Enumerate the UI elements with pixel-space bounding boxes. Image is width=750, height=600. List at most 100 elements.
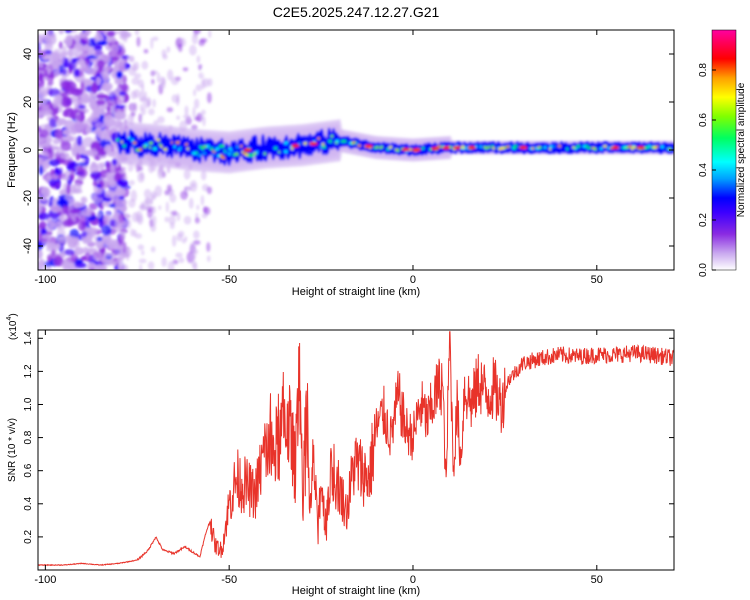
heatmap-cell: [196, 112, 203, 123]
heatmap-cell: [412, 147, 421, 152]
heatmap-cell: [50, 204, 62, 213]
heatmap-cell: [38, 98, 48, 105]
heatmap-cell: [192, 106, 196, 118]
heatmap-cell: [151, 70, 159, 75]
heatmap-cell: [110, 164, 116, 174]
heatmap-cell: [166, 184, 172, 192]
heatmap-cell: [120, 30, 128, 41]
heatmap-cell: [126, 210, 133, 215]
heatmap-cell: [99, 248, 106, 254]
heatmap-cell: [152, 98, 156, 108]
x-tick-label: 50: [591, 574, 603, 586]
heatmap-cell: [38, 249, 43, 260]
heatmap-cell: [74, 247, 85, 255]
heatmap-cell: [100, 85, 112, 91]
heatmap-cell: [102, 201, 110, 207]
heatmap-cell: [132, 61, 140, 71]
heatmap-cell: [55, 121, 62, 128]
heatmap-cell: [141, 107, 146, 116]
y-tick-label: 1.0: [23, 397, 34, 411]
heatmap-cell: [167, 261, 175, 270]
heatmap-cell: [81, 150, 94, 156]
heatmap-cell: [96, 99, 106, 106]
heatmap-cell: [41, 196, 47, 202]
heatmap-cell: [123, 103, 128, 112]
heatmap-cell: [166, 46, 171, 53]
heatmap-cell: [168, 215, 176, 225]
heatmap-cell: [72, 202, 85, 208]
heatmap-cell: [182, 114, 191, 119]
heatmap-cell: [115, 63, 126, 72]
heatmap-cell: [125, 253, 130, 261]
heatmap-cell: [114, 265, 119, 270]
heatmap-cell: [111, 70, 117, 79]
heatmap-cell: [61, 96, 73, 107]
heatmap-cell: [49, 70, 55, 81]
heatmap-cell: [132, 102, 138, 113]
heatmap-cell: [182, 67, 189, 72]
heatmap-cell: [611, 145, 620, 150]
heatmap-cell: [193, 230, 200, 240]
heatmap-cell: [38, 165, 44, 176]
y-tick-label: -40: [22, 238, 34, 254]
heatmap-cell: [92, 181, 98, 187]
heatmap-cell: [177, 230, 185, 238]
heatmap-cell: [122, 82, 128, 93]
heatmap-cell: [178, 257, 185, 264]
heatmap-cell: [167, 69, 174, 81]
heatmap-cell: [102, 69, 110, 82]
heatmap-cell: [185, 116, 192, 125]
heatmap-cell: [198, 39, 206, 47]
heatmap-cell: [88, 41, 97, 47]
heatmap-cell: [64, 30, 73, 34]
snr-x-label: Height of straight line (km): [292, 585, 420, 597]
heatmap-cell: [96, 236, 103, 242]
heatmap-cell: [45, 174, 52, 181]
heatmap-cell: [247, 153, 255, 157]
x-tick-label: 0: [410, 274, 416, 286]
heatmap-cell: [164, 216, 169, 223]
heatmap-cell: [40, 228, 48, 236]
heatmap-cell: [193, 98, 200, 109]
heatmap-cell: [85, 212, 92, 217]
heatmap-cell: [218, 144, 225, 148]
heatmap-cell: [117, 42, 123, 50]
heatmap-cell: [208, 30, 212, 39]
heatmap-cell: [191, 250, 197, 261]
heatmap-cell: [107, 53, 116, 58]
heatmap-cell: [62, 129, 72, 136]
colorbar-ticks: 0.0 0.2 0.4 0.6 0.8: [698, 63, 716, 277]
heatmap-cell: [188, 197, 194, 209]
spectrogram-heatmap: [38, 30, 674, 270]
colorbar-gradient: [711, 29, 737, 271]
snr-y-ticks: 0.2 0.4 0.6 0.8 1.0 1.2 1.4: [23, 331, 674, 544]
heatmap-cell: [76, 113, 85, 122]
y-tick-label: 0.4: [23, 496, 34, 510]
heatmap-cell: [132, 229, 138, 238]
heatmap-cell: [140, 201, 144, 210]
x-tick-label: -50: [221, 274, 237, 286]
colorbar-tick-label: 0.2: [698, 213, 709, 227]
heatmap-cell: [166, 234, 170, 243]
heatmap-cell: [38, 221, 47, 229]
heatmap-cell: [431, 146, 440, 151]
heatmap-cell: [136, 36, 141, 47]
colorbar: 0.0 0.2 0.4 0.6 0.8 Normalized spectral ampl…: [698, 29, 747, 277]
snr-multiplier-exponent: 4: [6, 317, 13, 321]
heatmap-cell: [453, 145, 462, 150]
heatmap-cell: [206, 92, 212, 104]
heatmap-cell: [83, 44, 91, 52]
heatmap-cell: [191, 33, 199, 45]
heatmap-cell: [58, 41, 63, 50]
heatmap-cell: [66, 183, 71, 195]
heatmap-cell: [106, 105, 111, 112]
heatmap-cell: [75, 152, 80, 161]
heatmap-cell: [201, 109, 206, 116]
heatmap-cell: [96, 59, 105, 69]
heatmap-cell: [309, 141, 318, 146]
heatmap-cell: [116, 70, 123, 79]
heatmap-cell: [150, 246, 156, 253]
heatmap-cell: [84, 30, 92, 34]
heatmap-cell: [60, 56, 66, 64]
heatmap-cell: [130, 189, 138, 202]
